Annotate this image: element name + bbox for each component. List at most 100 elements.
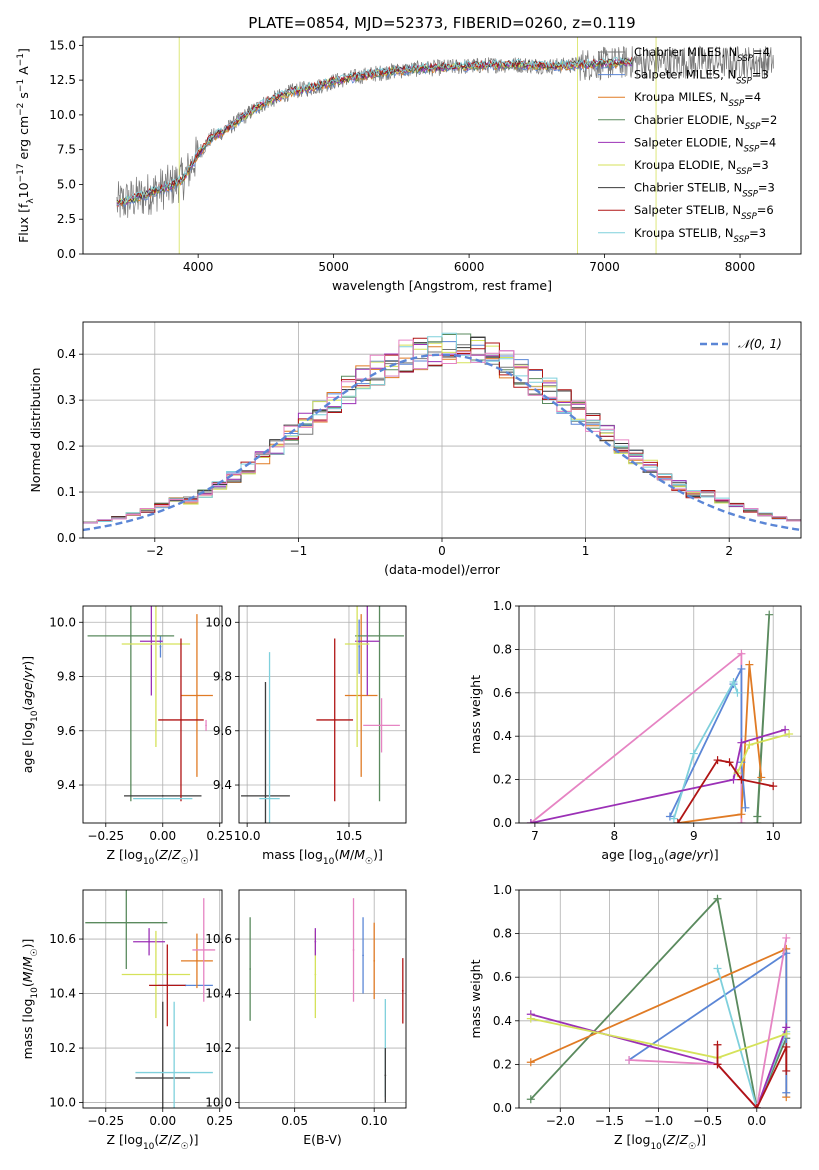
y-tick-label: 10.6: [49, 932, 76, 946]
plus-marker: [745, 740, 754, 749]
data-point: [148, 940, 150, 943]
plus-marker: [665, 812, 674, 821]
legend-entry: Chabrier MILES, NSSP=4: [634, 45, 770, 64]
plus-marker: [729, 775, 738, 784]
y-tick-label: 0.0: [493, 1101, 512, 1115]
legend-entry: Salpeter ELODIE, NSSP=4: [634, 135, 776, 154]
y-axis-label: mass [log10(M/M☉)]: [20, 939, 40, 1060]
y-tick-label: 9.6: [213, 724, 232, 738]
residual-histogram-panel: −2 −1 0 1 2 0.0 0.1 0.2 0.3 0.4 (data-model)/error…: [28, 321, 802, 577]
axes-frame: [518, 605, 802, 824]
axes-frame: [82, 605, 223, 824]
data-point: [384, 1074, 387, 1077]
legend-entry: Chabrier STELIB, NSSP=3: [634, 181, 775, 200]
x-tick-label: −2.0: [546, 1114, 575, 1128]
x-tick-label: 5000: [318, 260, 349, 274]
y-tick-label: 0.2: [493, 773, 512, 787]
data-point: [166, 984, 169, 987]
plus-marker: [737, 819, 746, 823]
data-point: [264, 794, 267, 797]
y-tick-label: 0.6: [493, 686, 512, 700]
data-point: [373, 959, 376, 962]
y-tick-label: 10.0: [49, 108, 76, 122]
plot-area: [83, 332, 801, 532]
plot-area: [249, 898, 404, 1103]
x-axis-label: age [log10(age/yr)]: [601, 847, 718, 867]
plus-marker: [526, 1014, 535, 1023]
y-axis-label: Flux [fλ10−17 erg cm−2 s−1 A−1]: [16, 48, 36, 243]
x-axis-label: Z [log10(Z/Z☉)]: [106, 1132, 198, 1152]
y-tick-label: 0.0: [493, 816, 512, 830]
model-spectrum-line: [116, 57, 632, 208]
weight-series-line: [530, 896, 788, 1108]
y-tick-label: 1.0: [493, 883, 512, 897]
y-tick-label: 0.2: [57, 439, 76, 453]
y-tick-label: 0.3: [57, 393, 76, 407]
y-tick-label: 10.0: [205, 1096, 232, 1110]
data-point: [366, 640, 369, 643]
plus-marker: [737, 664, 746, 673]
y-tick-label: 9.6: [57, 724, 76, 738]
data-point: [360, 694, 363, 697]
y-tick-label: 0.0: [57, 531, 76, 545]
model-spectrum-line: [116, 60, 633, 208]
x-tick-label: −0.25: [87, 1114, 124, 1128]
plus-marker: [782, 1029, 791, 1038]
data-point: [352, 949, 355, 951]
data-point: [161, 797, 164, 800]
weight-series-line: [673, 679, 739, 819]
plus-marker: [741, 803, 750, 812]
data-point: [378, 634, 381, 637]
x-tick-label: 10.5: [336, 829, 363, 843]
legend-entry: Kroupa ELODIE, NSSP=3: [634, 158, 769, 177]
x-tick-label: 4000: [183, 260, 214, 274]
metallicity-mass-panel: −0.25 0.00 0.25 10.0 10.2 10.4 10.6 Z [log10(Z/…: [20, 889, 233, 1152]
y-tick-label: 0.1: [57, 485, 76, 499]
axes-frame: [82, 889, 223, 1109]
y-tick-label: 0.4: [493, 1014, 512, 1028]
y-tick-label: 10.4: [205, 987, 232, 1001]
plot-area: [85, 890, 216, 1108]
model-spectrum-line: [116, 57, 633, 206]
plus-marker: [737, 738, 746, 747]
x-axis-label: wavelength [Angstrom, rest frame]: [332, 278, 552, 293]
x-tick-label: 10.0: [234, 829, 261, 843]
plus-marker: [782, 1042, 791, 1051]
legend-entry: Kroupa MILES, NSSP=4: [634, 90, 761, 109]
model-spectrum-line: [116, 56, 633, 206]
spectrum-panel: 4000 5000 6000 7000 8000 0.0 2.5 5.0 7.5 10.0 12.5…: [16, 36, 802, 293]
y-tick-label: 9.4: [57, 778, 76, 792]
histogram-step-line: [83, 332, 801, 523]
x-tick-label: −2: [146, 544, 164, 558]
y-tick-label: 0.6: [493, 970, 512, 984]
y-axis-label: Normed distribution: [28, 368, 43, 493]
data-point: [333, 719, 336, 721]
x-axis-label: mass [log10(M/M☉)]: [262, 847, 383, 867]
data-point: [356, 643, 359, 645]
x-tick-label: 8000: [725, 260, 756, 274]
plus-marker: [713, 756, 722, 765]
data-point: [401, 989, 404, 992]
plus-marker: [769, 782, 778, 791]
data-point: [155, 643, 157, 645]
model-spectrum-line: [116, 59, 633, 207]
axes-frame: [82, 321, 802, 539]
data-point: [314, 940, 317, 943]
plus-marker: [725, 758, 734, 767]
legend-entry: Salpeter STELIB, NSSP=6: [634, 203, 774, 222]
plus-marker: [689, 749, 698, 758]
y-tick-label: 0.8: [493, 642, 512, 656]
plus-marker: [526, 1095, 535, 1104]
x-tick-label: 0.10: [361, 1114, 388, 1128]
y-tick-label: 15.0: [49, 38, 76, 52]
data-point: [358, 645, 361, 648]
data-point: [362, 954, 364, 957]
y-tick-label: 10.2: [49, 1041, 76, 1055]
x-tick-label: 0.00: [149, 1114, 176, 1128]
plus-marker: [737, 649, 746, 658]
plus-marker: [526, 1058, 535, 1067]
y-tick-label: 10.0: [49, 1096, 76, 1110]
metallicity-age-panel: −0.25 0.00 0.25 9.4 9.6 9.8 10.0 Z [log10(Z/Z☉)…: [20, 605, 233, 867]
data-point: [161, 1077, 164, 1079]
data-point: [202, 949, 205, 951]
